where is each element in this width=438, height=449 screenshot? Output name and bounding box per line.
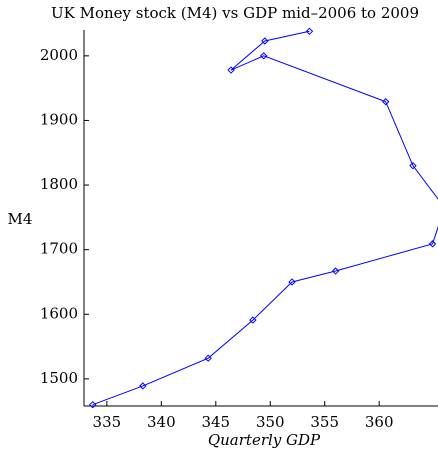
x-tick-label: 355 [310, 413, 339, 431]
data-point [409, 161, 417, 170]
y-tick-label: 1500 [40, 369, 78, 387]
x-tick-label: 360 [365, 413, 394, 431]
data-point [204, 354, 212, 362]
y-tick-label: 1700 [40, 240, 78, 258]
data-line [92, 30, 438, 406]
y-tick-label: 1600 [40, 304, 78, 322]
data-point [249, 316, 257, 324]
data-point [331, 267, 340, 275]
data-point [288, 278, 296, 286]
x-tick-label: 340 [147, 413, 176, 431]
x-tick-label: 335 [93, 413, 122, 431]
data-point [428, 240, 437, 248]
x-tick-label: 345 [201, 413, 230, 431]
x-axis-label: Quarterly GDP [208, 431, 321, 449]
y-tick-label: 1900 [40, 110, 78, 128]
chart-title: UK Money stock (M4) vs GDP mid–2006 to 2… [51, 4, 419, 22]
data-point [139, 382, 147, 390]
data-point [261, 37, 269, 45]
data-point [89, 401, 97, 408]
data-point [382, 98, 390, 106]
data-point [227, 66, 235, 74]
data-point [260, 52, 268, 60]
y-tick-label: 2000 [40, 46, 78, 64]
y-tick-label: 1800 [40, 175, 78, 193]
data-point [305, 27, 314, 35]
x-tick-label: 350 [256, 413, 285, 431]
y-axis-label: M4 [8, 210, 33, 228]
